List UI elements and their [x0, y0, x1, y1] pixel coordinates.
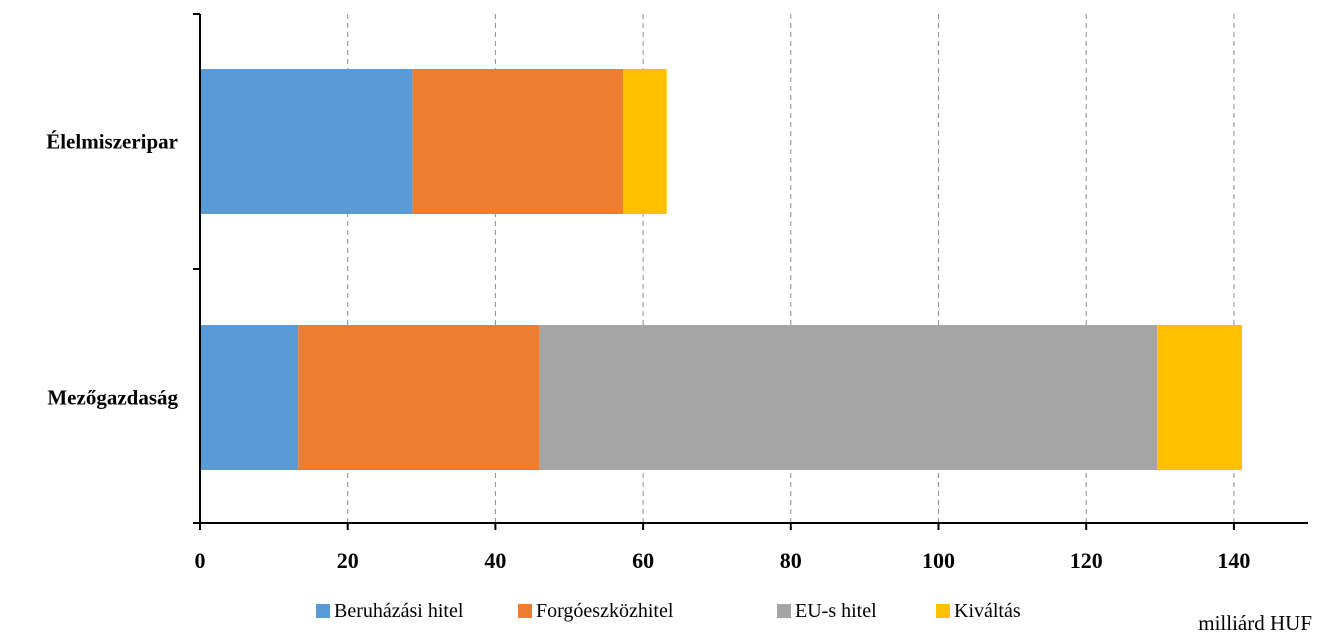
x-tick-label-20: 20: [337, 548, 359, 573]
legend-swatch-3: [936, 604, 950, 618]
legend-label-3: Kiváltás: [954, 600, 1021, 622]
bar-elelmiszeripar-series-1: [412, 69, 624, 214]
x-tick-label-120: 120: [1070, 548, 1103, 573]
bars: [200, 69, 1243, 470]
x-tick-label-80: 80: [780, 548, 802, 573]
x-tick-label-140: 140: [1217, 548, 1250, 573]
legend-swatch-2: [777, 604, 791, 618]
category-label-1: Mezőgazdaság: [47, 386, 178, 410]
bar-elelmiszeripar-series-0: [200, 69, 413, 214]
x-tick-label-40: 40: [484, 548, 506, 573]
x-tick-label-100: 100: [922, 548, 955, 573]
axes: [193, 13, 1308, 530]
legend-swatch-0: [316, 604, 330, 618]
x-tick-label-60: 60: [632, 548, 654, 573]
legend-label-2: EU-s hitel: [795, 600, 877, 622]
bar-mezogazdasag-series-3: [1157, 325, 1243, 470]
bar-mezogazdasag-series-2: [539, 325, 1158, 470]
category-labels: Élelmiszeripar Mezőgazdaság: [46, 130, 178, 410]
x-tick-labels: 0 20 40 60 80 100 120 140: [195, 548, 1251, 573]
x-axis-unit-label: milliárd HUF: [1198, 611, 1312, 635]
legend-label-0: Beruházási hitel: [334, 600, 464, 622]
category-label-0: Élelmiszeripar: [46, 130, 178, 154]
bar-mezogazdasag-series-0: [200, 325, 299, 470]
bar-elelmiszeripar-series-3: [623, 69, 667, 214]
legend: Beruházási hitel Forgóeszközhitel EU-s hit…: [316, 600, 1021, 622]
legend-swatch-1: [518, 604, 532, 618]
bar-mezogazdasag-series-1: [298, 325, 540, 470]
legend-label-1: Forgóeszközhitel: [536, 600, 674, 622]
x-tick-label-0: 0: [195, 548, 206, 573]
